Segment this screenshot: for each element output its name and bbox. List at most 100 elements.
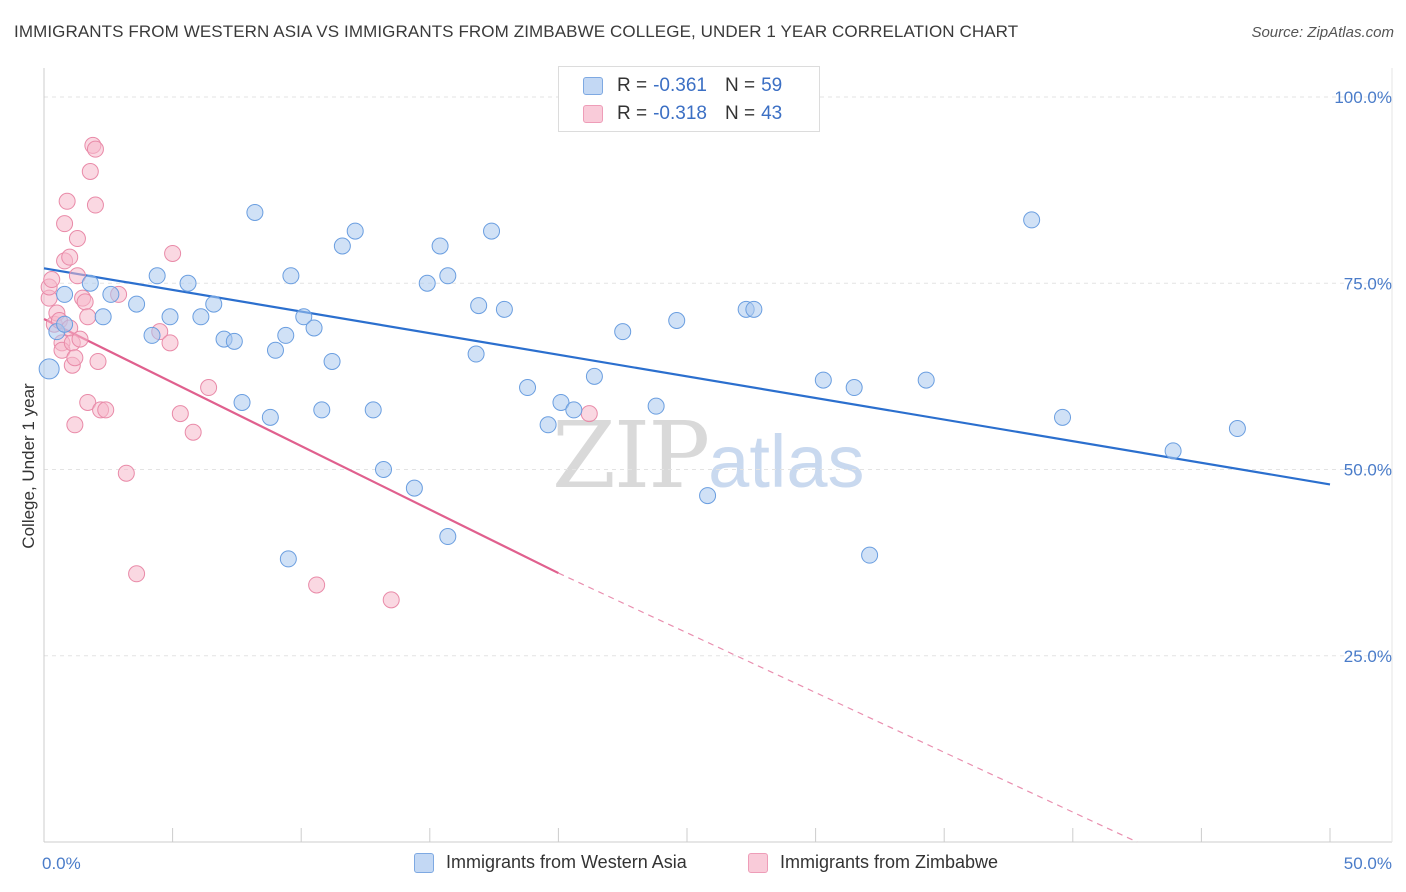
western-asia-point [246,203,264,221]
zimbabwe-point [43,271,61,289]
series-legend: Immigrants from Western Asia Immigrants … [0,852,1406,876]
western-asia-point [346,222,364,240]
blue-swatch-icon [414,852,434,873]
zimbabwe-point [71,330,89,348]
western-asia-point [364,401,382,419]
western-asia-point [585,367,603,385]
legend-item-zimbabwe[interactable]: Immigrants from Zimbabwe [748,852,998,873]
zimbabwe-point [66,349,84,367]
legend-label: Immigrants from Zimbabwe [780,852,999,872]
western-asia-point [279,550,297,568]
n-label: N = [724,103,756,124]
western-asia-point [431,237,449,255]
zimbabwe-point [79,308,97,326]
western-asia-point [128,295,146,313]
grid-lines [44,96,1392,657]
western-asia-point [1054,408,1072,426]
western-asia-point [1023,211,1041,229]
western-asia-point [917,371,935,389]
western-asia-point [845,379,863,397]
r-value: -0.318 [653,103,707,124]
western-asia-point [94,308,112,326]
western-asia-point [552,393,570,411]
watermark-atlas: atlas [708,420,865,503]
x-tick-label: 50.0% [1344,854,1392,873]
zimbabwe-point [580,405,598,423]
correlation-legend: R = -0.361 N = 59 R = -0.318 N = 43 [558,66,820,132]
y-tick-label: 75.0% [1344,274,1392,293]
zimbabwe-point [68,267,86,285]
zimbabwe-point [308,576,326,594]
x-tick-label: 0.0% [42,854,81,873]
r-label: R = [617,75,648,96]
western-asia-point [565,401,583,419]
western-asia-point [470,297,488,315]
western-asia-point [192,308,210,326]
western-asia-point [179,274,197,292]
western-asia-point [418,274,436,292]
pink-swatch-icon [583,105,603,123]
western-asia-point [282,267,300,285]
r-label: R = [617,103,648,124]
zimbabwe-point [117,464,135,482]
western-asia-point [405,479,423,497]
zimbabwe-point [81,163,99,180]
tick-labels: 25.0% 50.0% 75.0% 100.0% 0.0% 50.0% [42,88,1392,873]
zimbabwe-point [86,140,104,158]
western-asia-point [261,408,279,426]
n-value: 59 [761,75,783,96]
western-asia-point [56,285,74,303]
zimbabwe-point [161,334,179,352]
western-asia-point [495,300,513,318]
zimbabwe-point [86,196,104,214]
legend-row-western-asia: R = -0.361 N = 59 [583,73,782,99]
zimbabwe-point [200,379,218,397]
axes [43,68,1393,843]
source-label: Source: ZipAtlas.com [1251,24,1394,41]
zimbabwe-point [61,248,79,266]
western-asia-point [539,416,557,434]
zimbabwe-trend-line-extension [558,572,1138,843]
legend-item-western-asia[interactable]: Immigrants from Western Asia [414,852,687,873]
zimbabwe-point [66,416,84,434]
blue-swatch-icon [583,77,603,95]
trend-lines [43,267,1331,843]
pink-swatch-icon [748,852,768,873]
zimbabwe-point [382,591,400,609]
western-asia-point [483,222,501,240]
y-tick-label: 25.0% [1344,647,1392,666]
western-asia-point [668,312,686,329]
zimbabwe-point [97,401,115,419]
zimbabwe-point [76,293,94,311]
western-asia-point [143,326,161,344]
zimbabwe-point [79,393,97,411]
western-asia-point [38,358,60,380]
watermark: ZIPatlas [552,402,864,509]
zimbabwe-point [56,215,74,233]
western-asia-point [81,274,99,292]
western-asia-point [439,267,457,285]
western-asia-point [225,332,243,350]
western-asia-point [614,323,632,341]
western-asia-point [205,295,223,313]
western-asia-point [467,345,485,363]
chart-title: IMMIGRANTS FROM WESTERN ASIA VS IMMIGRAN… [14,22,1019,41]
y-tick-label: 50.0% [1344,461,1392,480]
western-asia-point [814,371,832,389]
western-asia-point [148,267,166,285]
zimbabwe-point [58,192,76,210]
zimbabwe-point [128,565,146,583]
western-asia-point [323,352,341,370]
western-asia-point [745,300,763,318]
western-asia-point [56,315,74,333]
data-points [38,136,1246,609]
n-value: 43 [761,103,783,124]
zimbabwe-point [171,405,189,423]
western-asia-point [439,528,457,546]
legend-row-zimbabwe: R = -0.318 N = 43 [583,101,782,127]
zimbabwe-point [68,230,86,248]
western-asia-point [647,397,665,415]
western-asia-point [266,341,284,359]
western-asia-point [277,326,295,344]
y-tick-label: 100.0% [1334,88,1392,107]
